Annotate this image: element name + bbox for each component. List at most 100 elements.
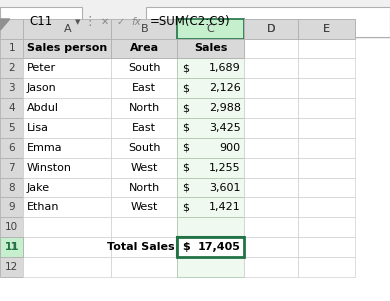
Bar: [177, 19, 244, 39]
Bar: [177, 138, 244, 158]
Text: ⋮: ⋮: [83, 15, 96, 29]
Bar: [23, 178, 111, 197]
Text: D: D: [267, 23, 275, 34]
Bar: [177, 39, 244, 58]
Bar: [111, 58, 177, 78]
Text: $: $: [182, 123, 189, 133]
Bar: [177, 178, 244, 197]
Bar: [0, 78, 23, 98]
Bar: [111, 158, 177, 178]
Text: West: West: [131, 202, 158, 213]
Bar: [23, 39, 111, 58]
Bar: [0, 39, 23, 58]
Bar: [23, 217, 111, 237]
Text: 17,405: 17,405: [198, 242, 241, 252]
Bar: [177, 237, 244, 257]
Bar: [244, 138, 298, 158]
Bar: [23, 197, 111, 217]
Text: Emma: Emma: [27, 143, 62, 153]
Bar: [23, 257, 111, 277]
Text: C11: C11: [29, 15, 53, 29]
Text: 5: 5: [9, 123, 15, 133]
Text: $: $: [182, 163, 189, 173]
Text: 900: 900: [220, 143, 241, 153]
Text: East: East: [132, 123, 156, 133]
Bar: [177, 78, 244, 98]
Bar: [298, 39, 355, 58]
Bar: [177, 98, 244, 118]
Bar: [111, 257, 177, 277]
Bar: [0, 39, 390, 301]
Bar: [0, 178, 23, 197]
Bar: [111, 178, 177, 197]
Polygon shape: [0, 19, 10, 30]
Bar: [0, 118, 23, 138]
Text: 3,601: 3,601: [209, 182, 241, 193]
Text: $: $: [182, 182, 189, 193]
Bar: [298, 19, 355, 39]
Text: 4: 4: [9, 103, 15, 113]
FancyBboxPatch shape: [146, 7, 390, 37]
Text: South: South: [128, 143, 161, 153]
Text: 9: 9: [9, 202, 15, 213]
Text: South: South: [128, 63, 161, 73]
Text: Lisa: Lisa: [27, 123, 48, 133]
Bar: [111, 78, 177, 98]
Bar: [111, 197, 177, 217]
Text: West: West: [131, 163, 158, 173]
Bar: [111, 39, 177, 58]
Bar: [177, 118, 244, 138]
Bar: [298, 217, 355, 237]
Bar: [298, 257, 355, 277]
Text: 1,255: 1,255: [209, 163, 241, 173]
Text: Jason: Jason: [27, 83, 56, 93]
Bar: [244, 19, 298, 39]
Text: E: E: [323, 23, 330, 34]
Bar: [244, 257, 298, 277]
Text: Area: Area: [130, 43, 159, 54]
Text: fx: fx: [132, 17, 141, 27]
Bar: [0, 197, 23, 217]
Text: $: $: [182, 143, 189, 153]
Bar: [0, 237, 23, 257]
Text: 7: 7: [9, 163, 15, 173]
Bar: [0, 257, 23, 277]
Text: ✓: ✓: [117, 17, 125, 27]
Bar: [244, 98, 298, 118]
Bar: [298, 19, 355, 39]
Text: 11: 11: [4, 242, 19, 252]
Text: 10: 10: [5, 222, 18, 232]
Bar: [23, 138, 111, 158]
Bar: [177, 217, 244, 237]
Text: Sales person: Sales person: [27, 43, 107, 54]
Text: E: E: [323, 23, 330, 34]
Text: 3: 3: [9, 83, 15, 93]
Bar: [23, 237, 111, 257]
Bar: [298, 58, 355, 78]
Bar: [244, 197, 298, 217]
Text: 1,689: 1,689: [209, 63, 241, 73]
Bar: [111, 39, 177, 58]
Bar: [298, 237, 355, 257]
Bar: [23, 78, 111, 98]
Bar: [111, 237, 177, 257]
Bar: [177, 257, 244, 277]
Text: Peter: Peter: [27, 63, 56, 73]
Text: $: $: [182, 63, 189, 73]
Bar: [23, 19, 111, 39]
Text: $: $: [182, 83, 189, 93]
Bar: [298, 78, 355, 98]
Text: 11: 11: [5, 242, 18, 252]
Bar: [23, 98, 111, 118]
Text: 2: 2: [9, 63, 15, 73]
Bar: [244, 118, 298, 138]
Text: East: East: [132, 83, 156, 93]
Text: D: D: [267, 23, 275, 34]
Text: $: $: [182, 202, 189, 213]
Bar: [177, 158, 244, 178]
Bar: [111, 98, 177, 118]
Text: ▼: ▼: [74, 19, 80, 25]
Text: ✕: ✕: [101, 17, 109, 27]
Text: A: A: [64, 23, 71, 34]
Bar: [23, 58, 111, 78]
